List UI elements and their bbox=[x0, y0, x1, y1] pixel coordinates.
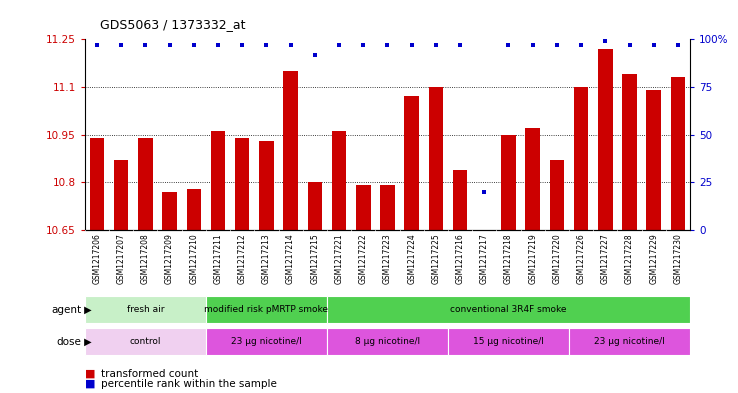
Bar bbox=[550, 160, 564, 230]
Bar bbox=[308, 182, 322, 230]
Text: GSM1217220: GSM1217220 bbox=[553, 233, 562, 284]
Point bbox=[599, 38, 611, 44]
Bar bbox=[646, 90, 661, 230]
Text: transformed count: transformed count bbox=[101, 369, 199, 379]
Bar bbox=[332, 131, 346, 230]
Point bbox=[188, 42, 200, 48]
Text: GSM1217229: GSM1217229 bbox=[649, 233, 658, 284]
Point bbox=[624, 42, 635, 48]
Text: ▶: ▶ bbox=[81, 337, 92, 347]
Bar bbox=[327, 329, 448, 355]
Text: dose: dose bbox=[56, 337, 81, 347]
Text: conventional 3R4F smoke: conventional 3R4F smoke bbox=[450, 305, 567, 314]
Bar bbox=[85, 329, 206, 355]
Text: GSM1217217: GSM1217217 bbox=[480, 233, 489, 284]
Bar bbox=[501, 135, 516, 230]
Point bbox=[551, 42, 563, 48]
Text: 15 μg nicotine/l: 15 μg nicotine/l bbox=[473, 337, 544, 346]
Text: GSM1217214: GSM1217214 bbox=[286, 233, 295, 284]
Bar bbox=[259, 141, 274, 230]
Point bbox=[430, 42, 442, 48]
Bar bbox=[429, 87, 443, 230]
Bar bbox=[574, 87, 588, 230]
Bar bbox=[448, 329, 569, 355]
Text: percentile rank within the sample: percentile rank within the sample bbox=[101, 379, 277, 389]
Bar bbox=[356, 185, 370, 230]
Text: GSM1217222: GSM1217222 bbox=[359, 233, 368, 284]
Text: GSM1217226: GSM1217226 bbox=[576, 233, 585, 284]
Point bbox=[357, 42, 369, 48]
Bar bbox=[404, 96, 419, 230]
Text: 23 μg nicotine/l: 23 μg nicotine/l bbox=[594, 337, 665, 346]
Bar bbox=[211, 131, 225, 230]
Point bbox=[309, 51, 321, 58]
Bar bbox=[569, 329, 690, 355]
Point bbox=[454, 42, 466, 48]
Text: GSM1217209: GSM1217209 bbox=[165, 233, 174, 284]
Bar bbox=[114, 160, 128, 230]
Text: GSM1217212: GSM1217212 bbox=[238, 233, 246, 284]
Text: GSM1217207: GSM1217207 bbox=[117, 233, 125, 284]
Point bbox=[115, 42, 127, 48]
Point bbox=[164, 42, 176, 48]
Text: GSM1217206: GSM1217206 bbox=[92, 233, 101, 284]
Bar bbox=[235, 138, 249, 230]
Text: GSM1217224: GSM1217224 bbox=[407, 233, 416, 284]
Text: GSM1217221: GSM1217221 bbox=[334, 233, 343, 284]
Point bbox=[139, 42, 151, 48]
Bar bbox=[453, 169, 467, 230]
Text: modified risk pMRTP smoke: modified risk pMRTP smoke bbox=[204, 305, 328, 314]
Text: GSM1217219: GSM1217219 bbox=[528, 233, 537, 284]
Point bbox=[503, 42, 514, 48]
Bar bbox=[206, 296, 327, 323]
Text: GSM1217227: GSM1217227 bbox=[601, 233, 610, 284]
Text: ▶: ▶ bbox=[81, 305, 92, 315]
Point bbox=[648, 42, 660, 48]
Point bbox=[285, 42, 297, 48]
Point bbox=[406, 42, 418, 48]
Text: GSM1217213: GSM1217213 bbox=[262, 233, 271, 284]
Bar bbox=[187, 189, 201, 230]
Text: 23 μg nicotine/l: 23 μg nicotine/l bbox=[231, 337, 302, 346]
Bar bbox=[85, 296, 206, 323]
Bar bbox=[622, 74, 637, 230]
Text: GSM1217225: GSM1217225 bbox=[432, 233, 441, 284]
Bar bbox=[380, 185, 395, 230]
Point bbox=[236, 42, 248, 48]
Text: agent: agent bbox=[51, 305, 81, 315]
Text: ■: ■ bbox=[85, 369, 99, 379]
Text: GSM1217230: GSM1217230 bbox=[674, 233, 683, 284]
Text: GDS5063 / 1373332_at: GDS5063 / 1373332_at bbox=[100, 18, 245, 31]
Bar bbox=[138, 138, 153, 230]
Bar bbox=[327, 296, 690, 323]
Text: GSM1217211: GSM1217211 bbox=[213, 233, 222, 284]
Text: GSM1217218: GSM1217218 bbox=[504, 233, 513, 284]
Bar bbox=[671, 77, 685, 230]
Bar bbox=[525, 128, 540, 230]
Point bbox=[333, 42, 345, 48]
Point bbox=[527, 42, 539, 48]
Point bbox=[261, 42, 272, 48]
Text: GSM1217208: GSM1217208 bbox=[141, 233, 150, 284]
Text: GSM1217228: GSM1217228 bbox=[625, 233, 634, 284]
Bar bbox=[90, 138, 104, 230]
Text: ■: ■ bbox=[85, 379, 99, 389]
Point bbox=[212, 42, 224, 48]
Text: GSM1217210: GSM1217210 bbox=[190, 233, 199, 284]
Point bbox=[382, 42, 393, 48]
Point bbox=[478, 189, 490, 195]
Bar bbox=[162, 192, 177, 230]
Point bbox=[575, 42, 587, 48]
Text: 8 μg nicotine/l: 8 μg nicotine/l bbox=[355, 337, 420, 346]
Text: GSM1217216: GSM1217216 bbox=[455, 233, 464, 284]
Text: GSM1217223: GSM1217223 bbox=[383, 233, 392, 284]
Point bbox=[91, 42, 103, 48]
Text: fresh air: fresh air bbox=[127, 305, 164, 314]
Bar bbox=[206, 329, 327, 355]
Bar bbox=[598, 49, 613, 230]
Point bbox=[672, 42, 684, 48]
Bar bbox=[283, 71, 298, 230]
Text: GSM1217215: GSM1217215 bbox=[311, 233, 320, 284]
Text: control: control bbox=[130, 337, 161, 346]
